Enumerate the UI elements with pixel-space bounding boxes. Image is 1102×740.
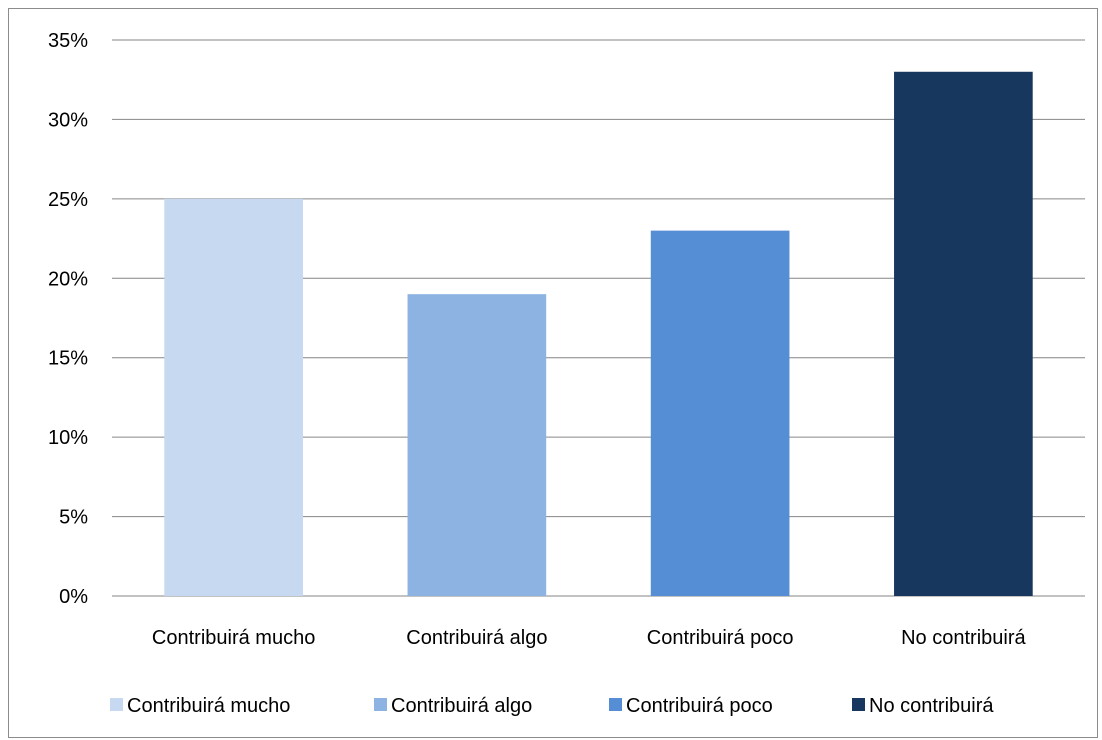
y-tick-label: 25% <box>48 189 88 211</box>
legend: Contribuirá mucho Contribuirá algo Contrib… <box>110 695 994 717</box>
legend-swatch <box>110 698 123 711</box>
legend-label: Contribuirá algo <box>391 695 532 717</box>
x-category-label: Contribuirá poco <box>647 627 794 649</box>
bar <box>164 198 303 596</box>
bar <box>650 230 790 596</box>
y-axis-ticks: 0% 5% 10% 15% 20% 25% 30% 35% <box>48 30 88 608</box>
y-tick-label: 5% <box>59 507 88 529</box>
x-category-label: Contribuirá algo <box>406 627 547 649</box>
y-tick-label: 35% <box>48 30 88 52</box>
legend-swatch <box>609 698 622 711</box>
bar <box>894 71 1033 597</box>
y-tick-label: 10% <box>48 427 88 449</box>
x-category-label: No contribuirá <box>901 627 1026 649</box>
x-axis-categories: Contribuirá mucho Contribuirá algo Contrib… <box>152 627 1027 649</box>
x-category-label: Contribuirá mucho <box>152 627 315 649</box>
legend-swatch <box>852 698 865 711</box>
legend-label: Contribuirá poco <box>626 695 773 717</box>
y-tick-label: 0% <box>59 586 88 608</box>
legend-label: Contribuirá mucho <box>127 695 290 717</box>
y-tick-label: 30% <box>48 109 88 131</box>
y-tick-label: 20% <box>48 268 88 290</box>
legend-swatch <box>374 698 387 711</box>
legend-label: No contribuirá <box>869 695 994 717</box>
y-tick-label: 15% <box>48 348 88 370</box>
bar <box>407 294 547 596</box>
bars <box>164 71 1033 597</box>
